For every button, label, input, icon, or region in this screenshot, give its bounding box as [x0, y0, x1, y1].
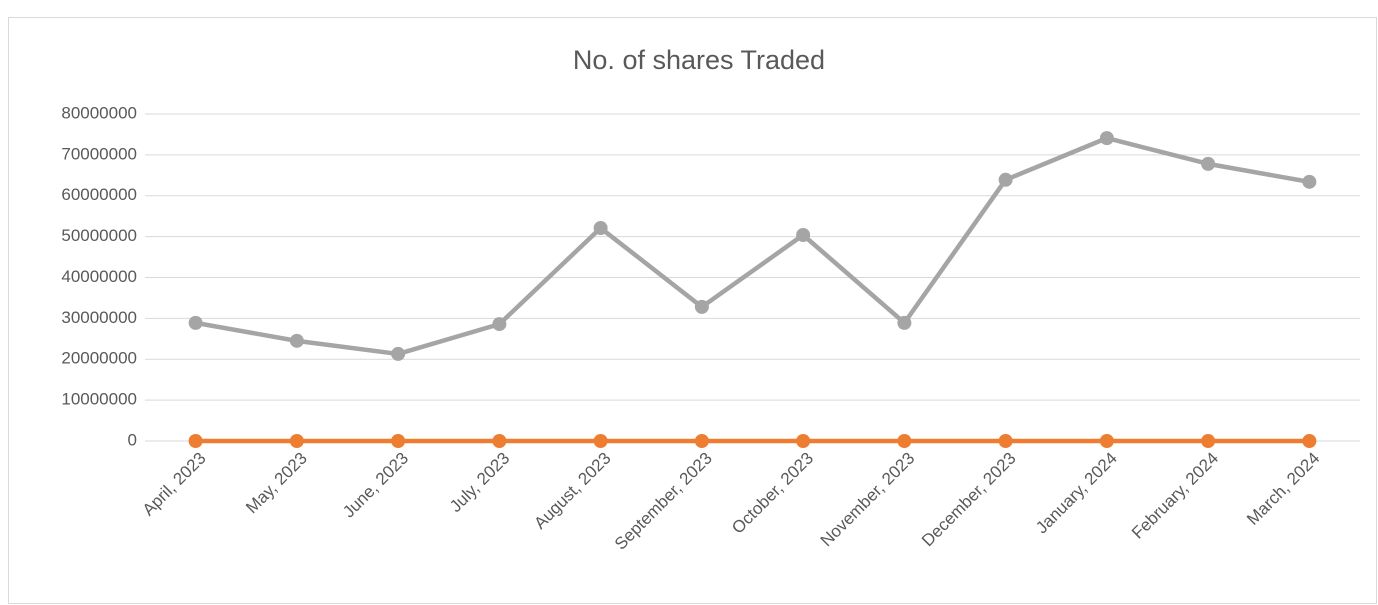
point-marker — [897, 434, 912, 448]
y-tick-label: 60000000 — [61, 185, 137, 204]
y-tick-label: 70000000 — [61, 144, 137, 163]
point-marker — [1201, 434, 1216, 448]
point-marker — [289, 333, 304, 348]
y-tick-label: 10000000 — [61, 390, 137, 409]
point-marker — [998, 434, 1013, 448]
point-marker — [1302, 434, 1317, 448]
point-marker — [593, 434, 608, 448]
series-line — [195, 135, 1310, 357]
point-marker — [188, 315, 203, 330]
point-marker — [492, 434, 507, 448]
y-tick-label: 20000000 — [61, 349, 137, 368]
y-tick-label: 0 — [128, 430, 137, 449]
point-marker — [289, 434, 304, 448]
point-marker — [492, 317, 507, 332]
point-marker — [694, 434, 709, 448]
point-marker — [391, 434, 406, 448]
y-tick-label: 80000000 — [61, 103, 137, 122]
y-tick-label: 50000000 — [61, 226, 137, 245]
point-marker — [1099, 434, 1114, 448]
point-marker — [593, 221, 608, 236]
point-marker — [897, 315, 912, 330]
point-marker — [188, 434, 203, 448]
point-marker — [391, 346, 406, 361]
point-marker — [796, 227, 811, 242]
point-marker — [998, 172, 1013, 187]
point-marker — [1201, 156, 1216, 171]
point-marker — [796, 434, 811, 448]
y-tick-label: 40000000 — [61, 267, 137, 286]
chart-title: No. of shares Traded — [573, 45, 825, 75]
chart-frame — [8, 17, 1377, 604]
point-marker — [694, 299, 709, 314]
point-marker — [1099, 131, 1114, 146]
y-tick-label: 30000000 — [61, 308, 137, 327]
point-marker — [1302, 174, 1317, 189]
